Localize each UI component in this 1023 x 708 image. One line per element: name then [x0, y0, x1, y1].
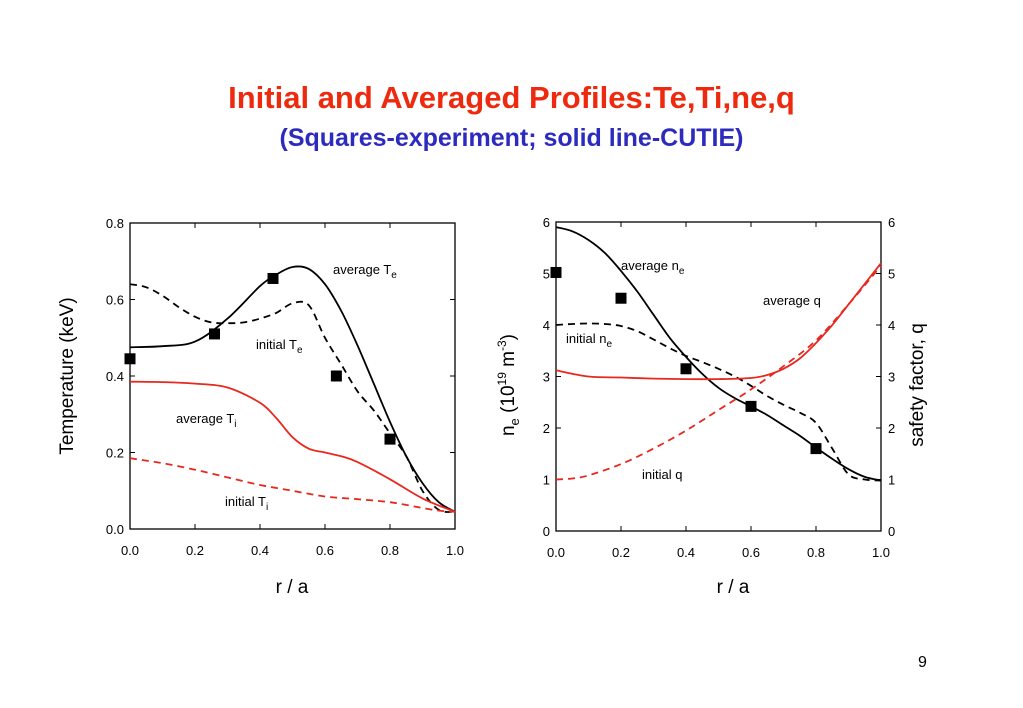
annotation-initial-ne: initial ne [566, 331, 612, 350]
density-y-tick-label: 4 [543, 318, 550, 333]
density-experiment-markers [550, 266, 822, 455]
temperature-experiment-marker [124, 353, 136, 365]
temperature-y-tick-label: 0.8 [106, 216, 124, 231]
density-y2-tick-label: 2 [888, 421, 895, 436]
density-y-tick-label: 2 [543, 421, 550, 436]
temperature-x-tick-label: 1.0 [446, 543, 464, 558]
density-y-tick-label: 6 [543, 215, 550, 230]
annotation-average-q: average q [763, 293, 821, 308]
density-x-tick-label: 0.0 [547, 545, 565, 560]
temperature-experiment-marker [267, 272, 279, 284]
temperature-y-label: Temperature (keV) [57, 297, 78, 454]
temperature-x-tick-label: 0.6 [316, 543, 334, 558]
temperature-x-tick-label: 0.4 [251, 543, 269, 558]
temperature-experiment-marker [209, 328, 220, 340]
density-x-tick-label: 1.0 [872, 545, 890, 560]
density-y2-tick-label: 4 [888, 318, 895, 333]
density-y2-tick-label: 5 [888, 267, 895, 282]
density-y2-tick-label: 3 [888, 370, 895, 385]
temperature-experiment-marker [384, 433, 396, 445]
temperature-line-initial-te [129, 283, 456, 513]
page-number: 9 [918, 654, 927, 671]
temperature-x-tick-label: 0.0 [121, 543, 139, 558]
temperature-ticks: 0.0 0.2 0.4 0.6 0.8 1.0 0.0 0.2 0.4 0.6 0.8 [106, 216, 464, 558]
temperature-line-average-ti [129, 380, 456, 513]
density-x-tick-label: 0.8 [807, 545, 825, 560]
density-y-tick-label: 1 [543, 473, 550, 488]
annotation-initial-q: initial q [642, 467, 682, 482]
density-experiment-marker [810, 443, 822, 455]
density-x-tick-label: 0.6 [742, 545, 760, 560]
temperature-y-tick-label: 0.6 [106, 293, 124, 308]
density-y2-tick-label: 1 [888, 473, 895, 488]
density-y2-tick-label: 6 [888, 215, 895, 230]
density-line-initial-ne [555, 322, 882, 482]
annotation-average-ne: average ne [621, 258, 685, 277]
temperature-y-tick-label: 0.2 [106, 446, 124, 461]
temperature-experiment-marker [330, 370, 342, 382]
slide-title: Initial and Averaged Profiles:Te,Ti,ne,q [228, 80, 795, 115]
density-y-tick-label: 0 [543, 524, 550, 539]
temperature-x-tick-label: 0.2 [186, 543, 204, 558]
temperature-x-tick-label: 0.8 [381, 543, 399, 558]
temperature-x-label: r / a [276, 577, 309, 598]
density-y2-tick-label: 0 [888, 524, 895, 539]
density-experiment-marker [745, 400, 757, 412]
temperature-experiment-markers [124, 272, 396, 445]
annotation-average-ti: average Ti [176, 411, 237, 430]
density-line-initial-q [555, 265, 882, 481]
temperature-y-tick-label: 0.0 [106, 522, 124, 537]
annotation-initial-te: initial Te [256, 337, 303, 356]
annotation-initial-ti: initial Ti [225, 494, 268, 513]
annotation-average-te: average Te [333, 262, 397, 281]
temperature-plot-frame [129, 222, 456, 530]
density-series [555, 226, 882, 482]
density-x-tick-label: 0.4 [677, 545, 695, 560]
slide-subtitle: (Squares-experiment; solid line-CUTIE) [279, 124, 744, 152]
density-line-average-ne [555, 226, 882, 482]
density-experiment-marker [550, 266, 562, 278]
density-x-tick-label: 0.2 [612, 545, 630, 560]
density-y-tick-label: 3 [543, 370, 550, 385]
density-experiment-marker [680, 363, 692, 375]
temperature-series [129, 265, 456, 513]
density-y-label: ne (1019 m-3) [495, 334, 522, 436]
density-line-average-q [555, 262, 882, 381]
density-experiment-marker [615, 292, 627, 304]
density-y-tick-label: 5 [543, 267, 550, 282]
density-ticks: 0.0 0.2 0.4 0.6 0.8 1.0 0 1 2 3 4 5 6 0 1 2 3 4 5 6 [543, 215, 895, 560]
density-safety-chart: 0.0 0.2 0.4 0.6 0.8 1.0 0 1 2 3 4 5 6 0 1 2 3 4 5 6 r / a n… [495, 215, 928, 598]
temperature-line-average-te [129, 265, 456, 513]
density-x-label: r / a [717, 577, 750, 598]
temperature-y-tick-label: 0.4 [106, 369, 124, 384]
temperature-line-initial-ti [129, 457, 456, 513]
safety-factor-label: safety factor, q [907, 323, 928, 447]
temperature-chart: 0.0 0.2 0.4 0.6 0.8 1.00.00.20.40.60.8 r / a … [57, 216, 464, 598]
